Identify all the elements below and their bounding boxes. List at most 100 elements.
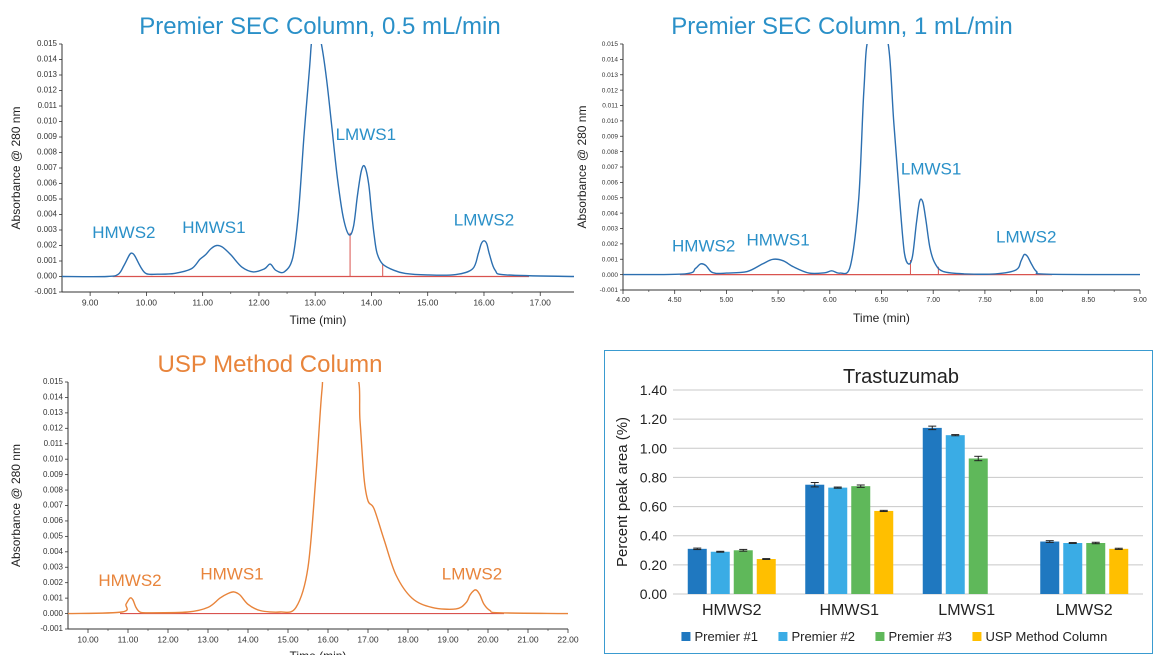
y-tick-label: 0.001: [43, 593, 64, 602]
chromatogram-trace: [68, 382, 568, 615]
peak-label: HMWS1: [182, 218, 245, 237]
y-tick-label: 0.005: [602, 195, 619, 202]
chromatogram-premier-1-svg: Premier SEC Column, 1 mL/min -0.001 0.000 0…: [577, 13, 1147, 325]
y-tick-label: 1.20: [640, 411, 667, 427]
legend-label: Premier #1: [694, 629, 758, 644]
x-tick-label: 6.00: [823, 297, 837, 304]
x-tick-label: 15.00: [417, 298, 439, 308]
peak-label: LMWS2: [442, 565, 502, 584]
legend-swatch: [875, 632, 885, 641]
y-tick-label: 0.002: [37, 241, 58, 250]
x-tick-label: 4.50: [668, 297, 682, 304]
chromatogram-usp: USP Method Column -0.001 0.000 0.001 0.002 0.…: [0, 328, 600, 655]
y-tick-label: 0.003: [43, 562, 64, 571]
y-tick-label: 0.00: [640, 586, 667, 602]
peak-label: HMWS2: [92, 223, 155, 242]
peak-label: HMWS2: [672, 237, 735, 256]
bar: [733, 550, 753, 594]
legend-swatch: [972, 632, 982, 641]
peak-label: LMWS1: [901, 160, 961, 179]
y-tick-label: 0.000: [37, 272, 58, 281]
y-tick-label: 1.00: [640, 440, 667, 456]
y-tick-label: 0.007: [602, 164, 619, 171]
bar: [805, 484, 825, 594]
bar: [1109, 548, 1129, 594]
x-tick-label: 5.00: [720, 297, 734, 304]
peak-label: LMWS2: [996, 227, 1056, 246]
x-tick-label: 9.00: [82, 298, 99, 308]
x-tick-label: 12.00: [248, 298, 270, 308]
legend-label: Premier #3: [888, 629, 952, 644]
legend-swatch: [778, 632, 788, 641]
chromatogram-premier-05: Premier SEC Column, 0.5 mL/min -0.001 0.00…: [0, 0, 577, 328]
y-tick-label: 0.006: [43, 516, 64, 525]
x-tick-label: 13.00: [305, 298, 327, 308]
chromatogram-trace: [62, 44, 574, 278]
y-tick-label: 0.60: [640, 499, 667, 515]
y-tick-label: 0.011: [44, 439, 64, 448]
x-tick-label: 6.50: [875, 297, 889, 304]
y-tick-label: 0.009: [37, 132, 58, 141]
x-tick-label: 16.00: [317, 635, 339, 645]
x-tick-label: 10.00: [136, 298, 158, 308]
y-tick-label: 0.008: [602, 149, 619, 156]
x-tick-label: 12.00: [157, 635, 179, 645]
y-tick-label: 0.011: [38, 101, 58, 110]
y-tick-label: 0.012: [43, 424, 64, 433]
y-tick-label: 0.010: [37, 117, 58, 126]
x-tick-label: 13.00: [197, 635, 219, 645]
x-tick-label: 17.00: [357, 635, 379, 645]
y-tick-label: 0.004: [602, 210, 619, 217]
peak-label: HMWS1: [746, 230, 809, 249]
y-tick-label: 0.20: [640, 557, 667, 573]
x-tick-label: HMWS2: [702, 602, 762, 619]
y-tick-label: 0.000: [43, 609, 64, 618]
y-tick-label: 0.007: [43, 501, 64, 510]
x-tick-label: 11.00: [118, 635, 139, 645]
y-tick-label: 0.015: [37, 39, 58, 48]
chromatogram-premier-1: Premier SEC Column, 1 mL/min -0.001 0.000 0…: [577, 0, 1154, 328]
y-tick-label: -0.001: [40, 624, 63, 633]
x-tick-label: 9.00: [1133, 297, 1147, 304]
chromatogram-premier-05-svg: Premier SEC Column, 0.5 mL/min -0.001 0.00…: [9, 13, 574, 327]
legend-label: USP Method Column: [985, 629, 1107, 644]
x-axis-label: Time (min): [853, 311, 910, 325]
y-tick-label: 0.006: [602, 180, 619, 187]
x-tick-label: 16.00: [473, 298, 495, 308]
y-tick-label: 0.004: [37, 210, 58, 219]
x-axis-label: Time (min): [290, 649, 347, 655]
y-tick-label: 1.40: [640, 382, 667, 398]
y-tick-label: 0.003: [37, 225, 58, 234]
x-tick-label: 10.00: [77, 635, 99, 645]
y-tick-label: 0.013: [43, 408, 64, 417]
bar: [1086, 543, 1106, 594]
chart-title: USP Method Column: [158, 351, 383, 378]
x-tick-label: 20.00: [477, 635, 499, 645]
bar: [1040, 541, 1060, 594]
y-tick-label: 0.015: [602, 41, 619, 48]
x-tick-label: 11.00: [192, 298, 213, 308]
y-tick-label: 0.80: [640, 469, 667, 485]
y-tick-label: 0.009: [602, 133, 619, 140]
peak-label: LMWS1: [336, 125, 396, 144]
bar: [922, 427, 942, 594]
bar: [710, 551, 730, 594]
y-axis-label: Absorbance @ 280 nm: [9, 107, 23, 230]
y-tick-label: 0.007: [37, 163, 58, 172]
y-tick-label: -0.001: [600, 287, 619, 294]
y-tick-label: 0.40: [640, 528, 667, 544]
y-tick-label: 0.014: [43, 393, 64, 402]
bar: [874, 510, 894, 594]
y-tick-label: 0.001: [602, 256, 619, 263]
y-tick-label: 0.000: [602, 272, 619, 279]
bar: [756, 559, 776, 594]
x-tick-label: 22.00: [557, 635, 579, 645]
y-tick-label: 0.011: [602, 103, 618, 110]
x-tick-label: 17.00: [530, 298, 552, 308]
x-tick-label: 14.00: [237, 635, 259, 645]
y-tick-label: 0.013: [602, 72, 619, 79]
chart-title: Trastuzumab: [843, 366, 959, 388]
chromatogram-usp-svg: USP Method Column -0.001 0.000 0.001 0.002 0.…: [9, 351, 579, 655]
x-tick-label: LMWS1: [938, 602, 995, 619]
x-tick-label: 19.00: [437, 635, 459, 645]
